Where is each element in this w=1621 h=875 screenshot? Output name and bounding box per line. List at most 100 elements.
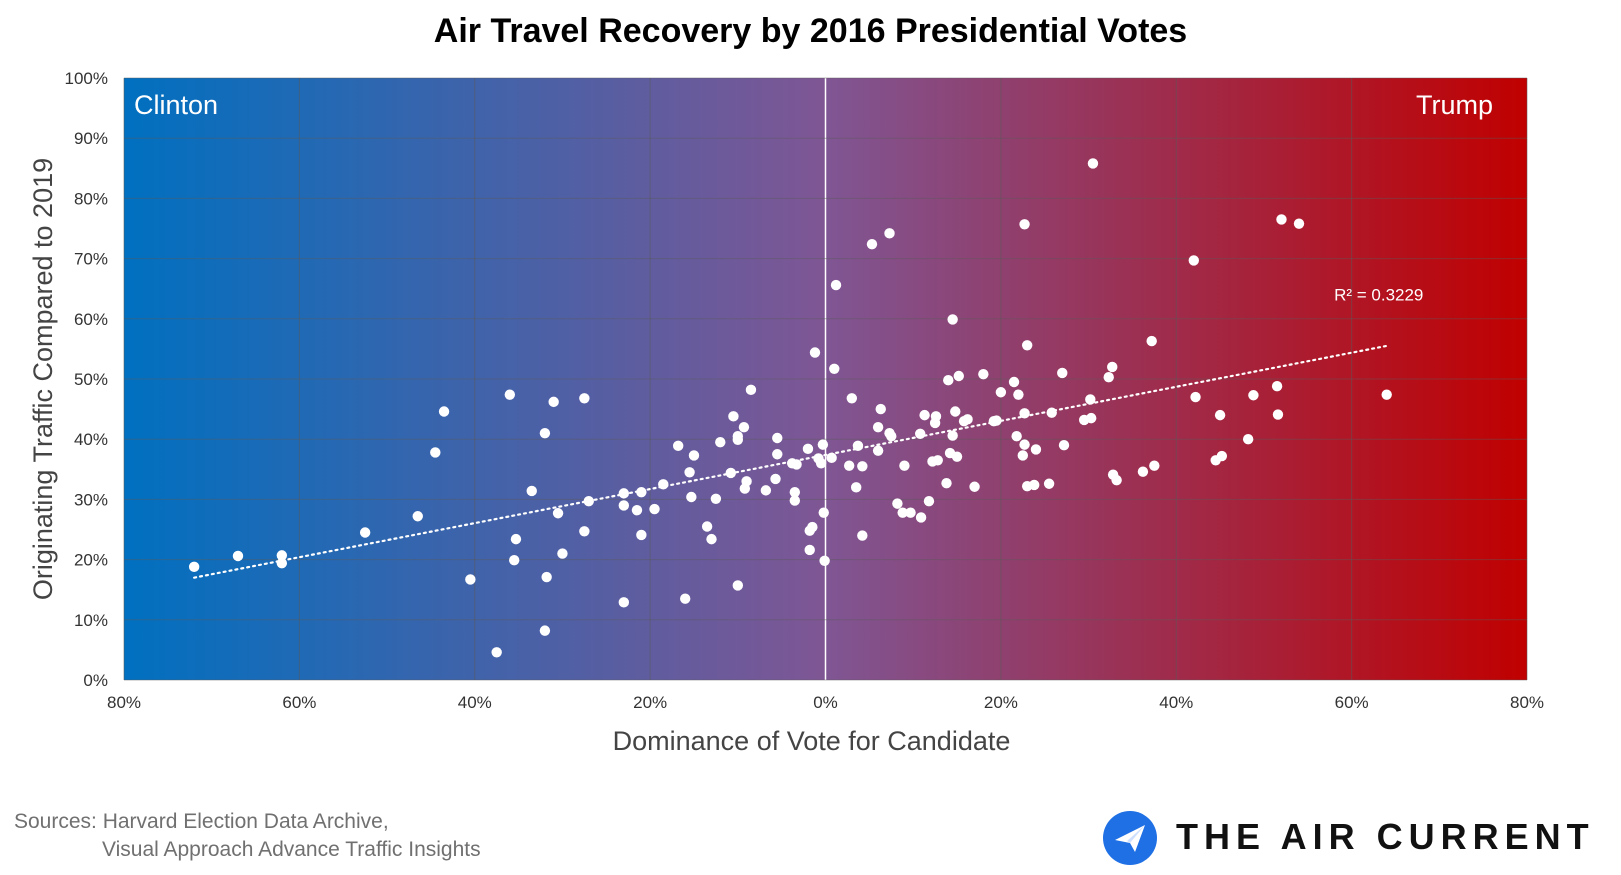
data-point [1043, 478, 1055, 489]
data-point [760, 485, 772, 496]
data-point [732, 580, 744, 591]
data-point [846, 393, 858, 404]
data-point [1293, 218, 1305, 229]
data-point [772, 449, 783, 460]
data-point [919, 409, 930, 421]
data-point [829, 363, 840, 374]
data-point [430, 447, 441, 458]
data-point [953, 370, 964, 382]
data-point [701, 521, 713, 532]
x-tick-label: 40% [1159, 693, 1193, 712]
data-point [1030, 444, 1042, 455]
data-point [583, 496, 594, 507]
x-tick-label: 0% [813, 693, 838, 712]
data-point [539, 625, 551, 636]
data-point [672, 440, 684, 452]
y-tick-label: 10% [74, 611, 108, 630]
data-point [1149, 460, 1160, 471]
data-point [728, 411, 739, 422]
data-point [1046, 407, 1057, 418]
data-point [819, 555, 830, 567]
data-point [1276, 214, 1287, 225]
data-point [905, 507, 916, 518]
data-point [930, 411, 942, 422]
data-point [1008, 376, 1020, 388]
data-point [412, 511, 423, 522]
data-point [947, 314, 958, 325]
data-point [1019, 439, 1030, 450]
data-point [1137, 466, 1149, 477]
data-point [188, 561, 200, 573]
data-point [738, 421, 750, 433]
data-point [1011, 430, 1022, 442]
data-point [809, 347, 821, 358]
data-point [1248, 390, 1259, 401]
data-point [802, 443, 814, 455]
data-point [491, 647, 502, 658]
data-point [509, 555, 520, 566]
data-point [1146, 335, 1157, 347]
data-point [1188, 255, 1199, 266]
data-point [899, 460, 910, 471]
source-line-1: Sources: Harvard Election Data Archive, [14, 810, 389, 833]
data-point [897, 507, 908, 518]
data-point [1087, 158, 1099, 169]
data-point [866, 238, 878, 250]
data-point [872, 421, 884, 433]
data-point [1017, 450, 1028, 461]
data-point [978, 368, 989, 380]
data-point [579, 526, 590, 537]
data-point [1028, 479, 1040, 491]
data-point [680, 593, 691, 604]
y-tick-label: 60% [74, 310, 108, 329]
data-point [548, 396, 559, 408]
data-point [438, 406, 450, 417]
data-point [745, 384, 757, 396]
data-point [1057, 367, 1068, 379]
data-point [875, 403, 886, 415]
data-point [1019, 408, 1030, 419]
x-tick-label: 60% [282, 693, 316, 712]
data-point [649, 503, 660, 515]
data-point [941, 477, 952, 489]
clinton-label: Clinton [134, 90, 218, 120]
data-point [706, 533, 717, 545]
data-point [1111, 474, 1122, 486]
data-point [1190, 391, 1201, 403]
trump-label: Trump [1416, 90, 1493, 120]
x-tick-label: 60% [1335, 693, 1369, 712]
x-axis-label: Dominance of Vote for Candidate [613, 726, 1011, 756]
data-point [1214, 409, 1226, 421]
data-point [618, 488, 630, 499]
source-note: Sources: Harvard Election Data Archive, … [14, 808, 481, 864]
data-point [943, 375, 954, 386]
y-tick-label: 80% [74, 189, 108, 208]
data-point [618, 597, 630, 608]
data-point [789, 495, 801, 506]
x-axis-ticks: 80% 60% 40% 20% 0% 20% 40% 60% 80% [107, 693, 1544, 712]
data-point [1242, 434, 1254, 445]
data-point [1381, 389, 1392, 400]
y-tick-label: 20% [74, 551, 108, 570]
data-point [539, 427, 551, 439]
y-tick-label: 90% [74, 129, 108, 148]
x-tick-label: 20% [984, 693, 1018, 712]
data-point [962, 414, 973, 425]
data-point [857, 461, 868, 472]
x-tick-label: 20% [633, 693, 667, 712]
data-point [557, 548, 568, 559]
data-point [276, 550, 288, 561]
data-point [465, 574, 476, 585]
data-point [932, 455, 943, 466]
data-point [915, 428, 926, 439]
data-point [686, 491, 697, 503]
data-point [830, 279, 842, 291]
data-point [1271, 381, 1283, 392]
y-axis-label: Originating Traffic Compared to 2019 [28, 158, 58, 600]
data-point [710, 493, 722, 504]
data-point [631, 505, 643, 516]
data-point [923, 496, 935, 507]
data-point [732, 434, 744, 446]
y-tick-label: 50% [74, 370, 108, 389]
